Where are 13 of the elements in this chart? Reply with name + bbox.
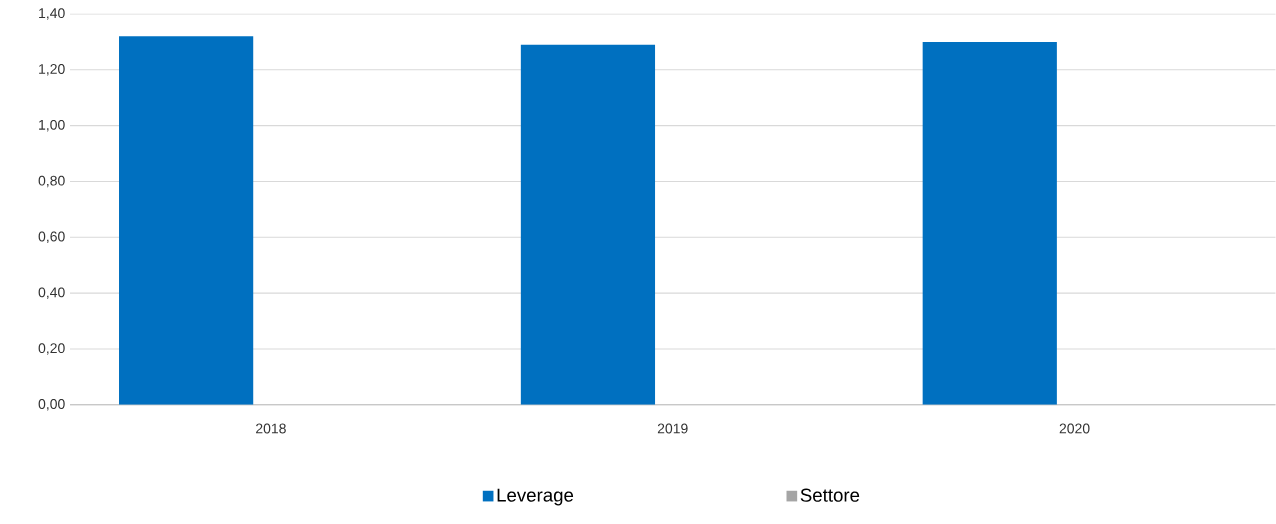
y-tick-label: 0,40 — [38, 287, 65, 300]
y-tick-label: 1,40 — [39, 8, 65, 20]
x-tick-label: 2018 — [256, 423, 286, 434]
y-tick-label: 1,00 — [39, 119, 65, 132]
x-tick-label: 2019 — [657, 423, 688, 434]
y-tick-label: 0,60 — [38, 231, 65, 244]
x-tick-label: 2020 — [1059, 423, 1090, 434]
y-tick-label: 0,80 — [38, 175, 65, 188]
y-tick-label: 0,20 — [38, 343, 65, 355]
y-tick-label: 0,00 — [38, 399, 65, 411]
legend-label: Settore — [800, 488, 860, 502]
legend-label: Leverage — [497, 488, 574, 506]
y-tick-label: 1,20 — [39, 64, 65, 76]
